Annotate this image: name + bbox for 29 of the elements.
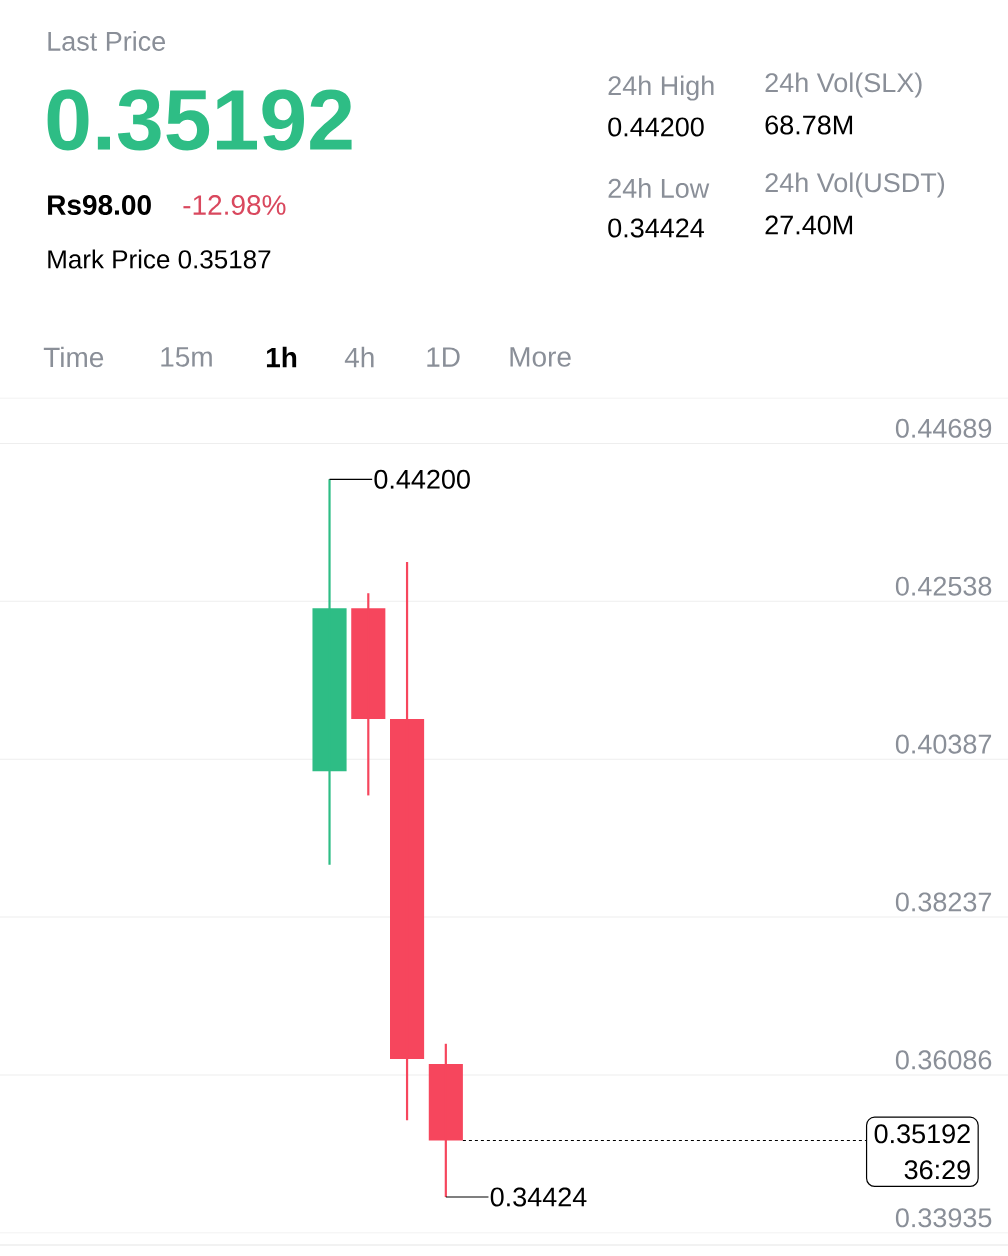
y-tick-label: 0.38237 — [895, 892, 992, 912]
annotation: 0.34424 — [490, 1187, 587, 1207]
text: 0.34424 — [608, 218, 704, 238]
text: 68.78M — [765, 115, 853, 135]
y-tick-label: 0.33935 — [895, 1208, 992, 1228]
text: Time — [43, 346, 104, 368]
text: 27.40M — [765, 215, 853, 235]
text: Rs98.00 — [48, 195, 151, 215]
y-tick-label: 0.42538 — [895, 576, 992, 596]
text: -12.98% — [183, 195, 286, 215]
text: 1h — [266, 346, 297, 368]
text: 24h Low — [608, 178, 710, 198]
text: Last Price — [48, 31, 166, 51]
text: 0.44200 — [608, 117, 704, 137]
annotation: 0.44200 — [374, 469, 470, 489]
text: 24h High — [608, 75, 714, 101]
ref-line-label: 0.35192 — [874, 1124, 970, 1144]
text: More — [510, 347, 571, 367]
text: 0.35192 — [47, 89, 352, 151]
text: 24h Vol(USDT) — [765, 172, 945, 198]
y-tick-label: 0.40387 — [895, 734, 992, 754]
text: Mark Price 0.35187 — [48, 249, 271, 269]
annotation: 36:29 — [904, 1160, 970, 1180]
text: 24h Vol(SLX) — [765, 72, 922, 98]
y-tick-label: 0.44689 — [895, 418, 992, 438]
text: 1D — [427, 347, 460, 367]
text: 15m — [161, 347, 212, 367]
y-tick-label: 0.36086 — [895, 1050, 992, 1070]
text: 4h — [344, 346, 374, 368]
